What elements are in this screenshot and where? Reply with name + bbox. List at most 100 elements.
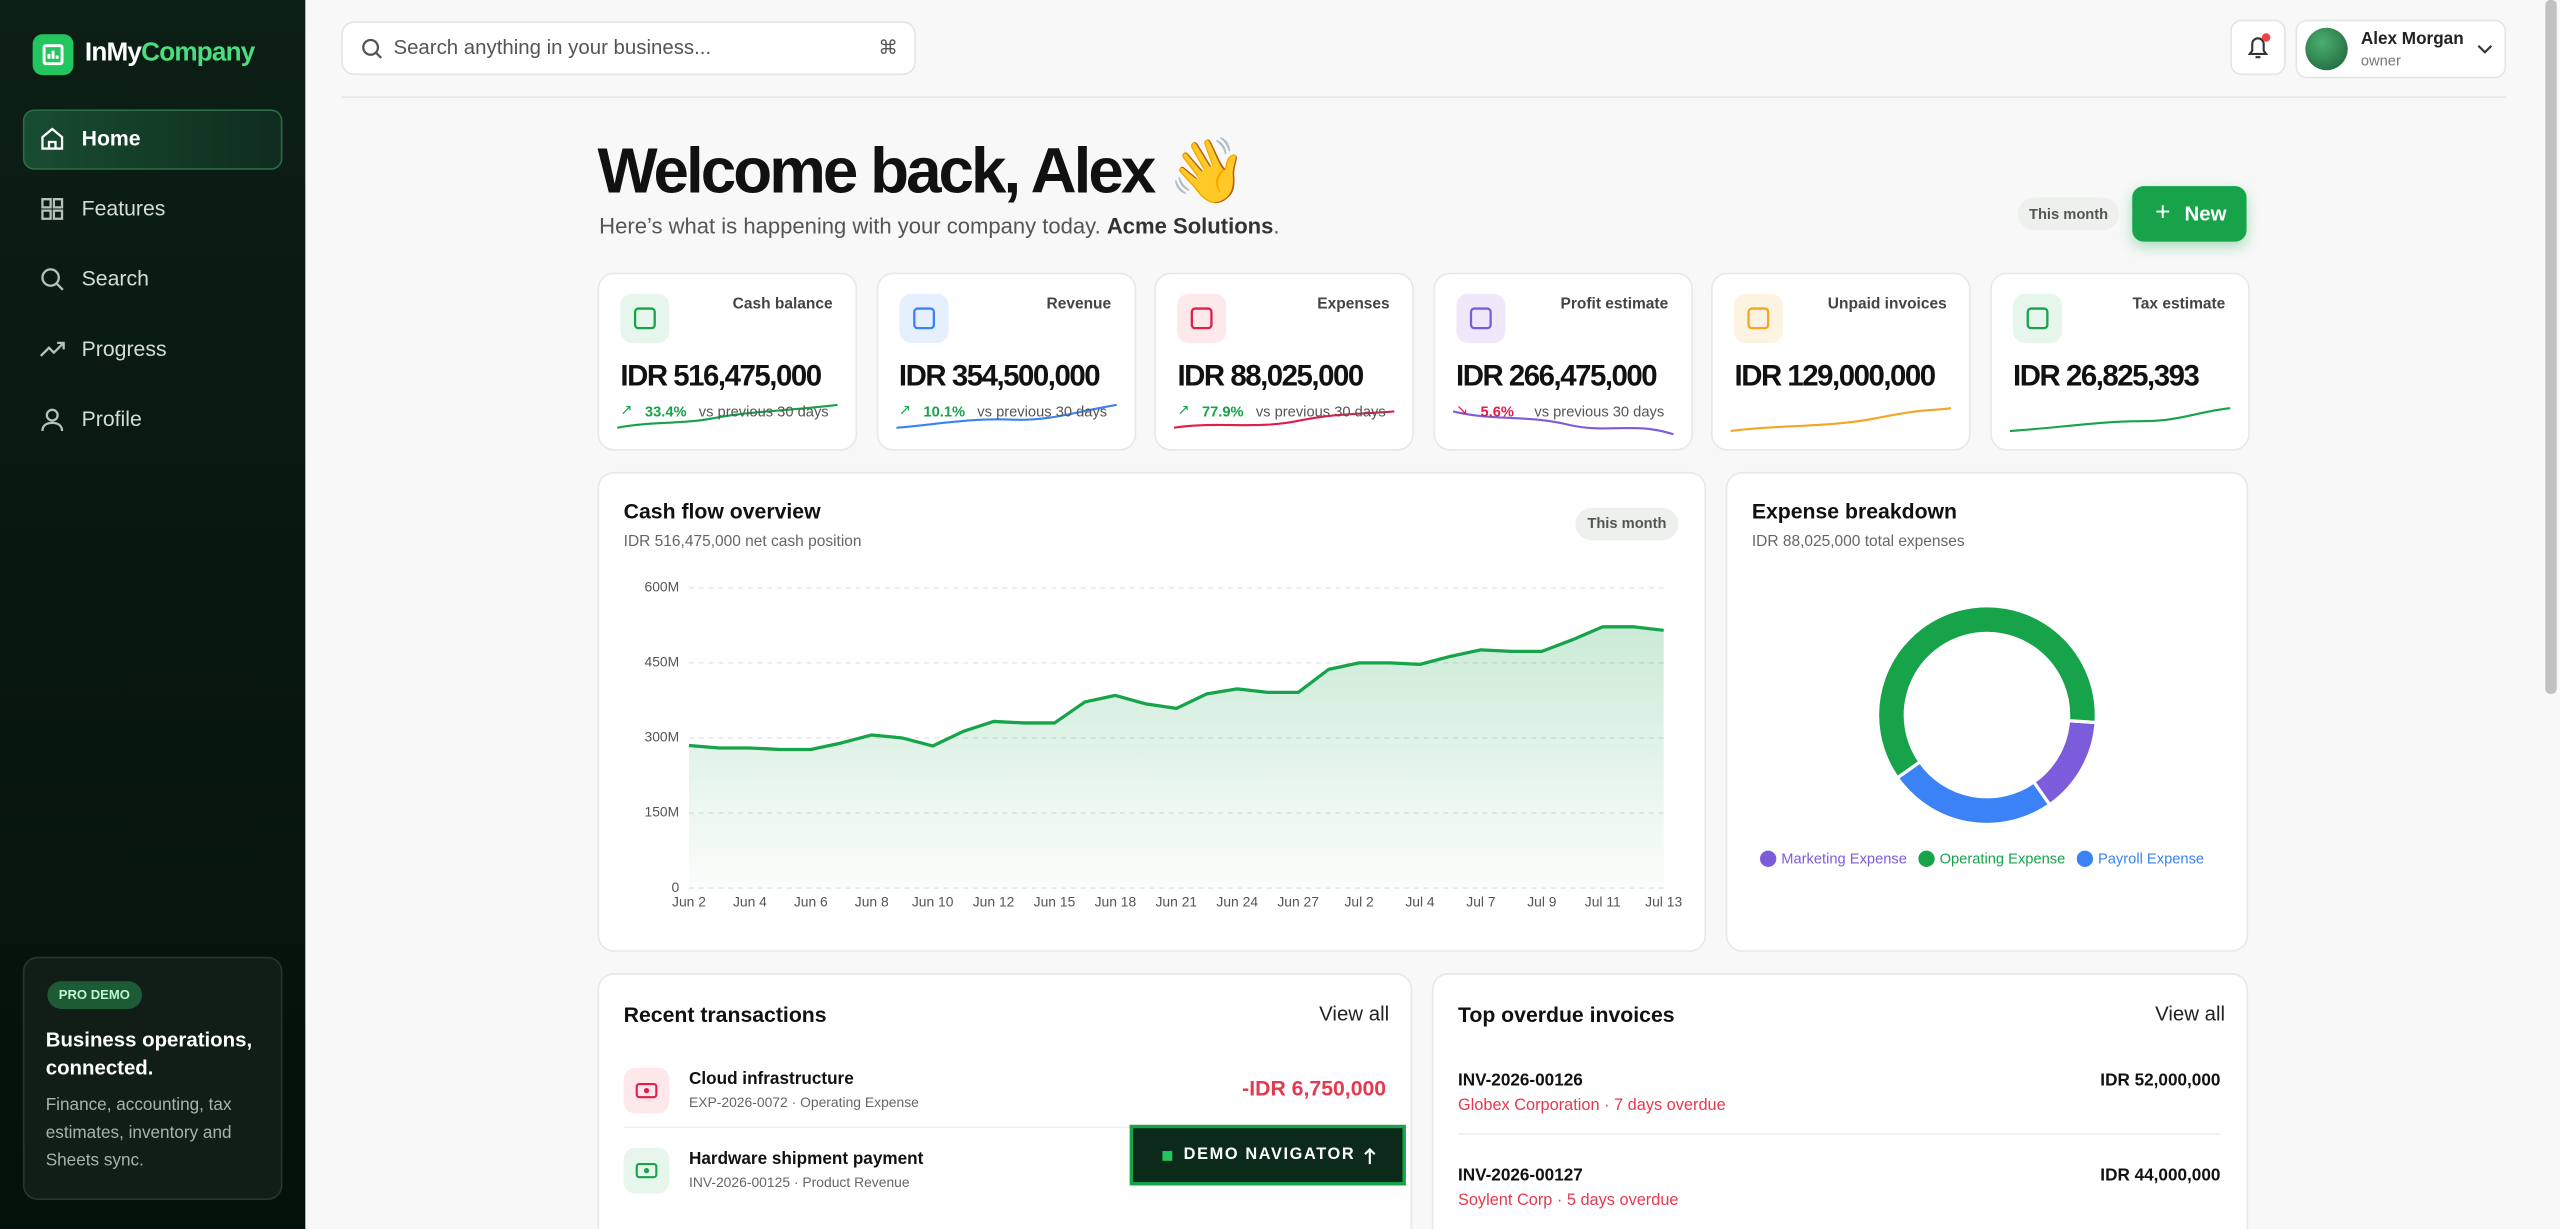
kpi-card: Cash balance IDR 516,475,000 ↗ 33.4% vs prev… [597,272,858,451]
legend-label: Operating Expense [1940,851,2066,867]
new-button[interactable]: + New [2132,186,2247,242]
kpi-icon [1734,293,1784,343]
avatar [2305,27,2348,71]
x-tick-label: Jun 24 [1216,894,1258,910]
view-all[interactable]: View all [1319,1002,1390,1026]
tx-icon [623,1067,670,1114]
trend-arrow: ↗ [620,401,633,418]
legend-dot [1759,850,1777,867]
nav-item[interactable]: Features [81,195,166,221]
invoice-client: Globex Corporation · 7 days overdue [1457,1097,1726,1116]
kpi-value: IDR 516,475,000 [620,359,822,392]
kpi-card: Expenses IDR 88,025,000 ↗ 77.9% vs previous … [1154,272,1415,451]
kpi-value: IDR 88,025,000 [1177,359,1364,392]
kpi-card: Tax estimate IDR 26,825,393 [1990,272,2250,451]
chart-badge: This month [1587,516,1666,532]
kpi-change: 33.4% [644,403,687,420]
logo-icon [32,34,74,76]
sparkline [2009,407,2231,433]
nav-icon [41,408,64,432]
welcome-title: Welcome back, Alex 👋 [597,137,1248,208]
kpi-icon [2013,293,2063,343]
divider [623,1126,1387,1129]
nav-item[interactable]: Search [81,266,149,291]
nav-icon [41,198,64,220]
arrow-up [1364,1147,1376,1165]
kpi-icon [898,293,948,343]
nav-item[interactable]: Profile [81,406,142,432]
x-tick-label: Jul 9 [1527,894,1557,910]
chart-subtitle: IDR 516,475,000 net cash position [624,533,862,550]
donut-slice [1895,759,2052,827]
user-menu[interactable]: Alex Morgan owner [2295,19,2507,79]
nav-icon [41,268,64,291]
kpi-icon [1455,293,1505,343]
divider [1457,1133,2221,1135]
x-tick-label: Jun 10 [912,894,954,910]
subtitle-text: Here’s what is happening with your compa… [599,213,1101,239]
sparkline [617,403,838,429]
tx-amount: -IDR 6,750,000 [1242,1075,1387,1101]
shortcut: ⌘ [878,35,898,59]
invoice-amount: IDR 52,000,000 [2100,1071,2221,1091]
kpi-note: vs previous 30 days [698,403,829,420]
kpi-value: IDR 129,000,000 [1734,359,1937,392]
sparkline [1174,410,1395,429]
tx-subtitle: INV-2026-00125 · Product Revenue [688,1173,910,1191]
nav-icon [40,341,65,357]
kpi-card: Revenue IDR 354,500,000 ↗ 10.1% vs previous … [876,272,1136,451]
user-role: owner [2360,52,2401,69]
legend-label: Marketing Expense [1781,851,1907,867]
kpi-value: IDR 354,500,000 [898,359,1101,392]
y-tick-label: 300M [645,729,680,745]
kpi-card: Unpaid invoices IDR 129,000,000 [1711,272,1972,451]
demo-navigator[interactable]: DEMO NAVIGATOR [1129,1124,1406,1186]
chart-title: Expense breakdown [1752,500,1957,523]
kpi-note: vs previous 30 days [977,403,1108,420]
tx-icon [623,1147,670,1194]
legend-label: Payroll Expense [2098,851,2204,867]
chart-title: Cash flow overview [624,500,821,523]
kpi-label: Tax estimate [2132,295,2226,314]
kpi-value: IDR 266,475,000 [1455,359,1658,392]
invoice-number: INV-2026-00127 [1457,1165,1583,1186]
legend-dot [1918,850,1935,867]
company: Acme Solutions [1106,213,1274,239]
notifications-button[interactable] [2230,19,2286,76]
demo-label: DEMO NAVIGATOR [1183,1146,1356,1165]
x-tick-label: Jul 13 [1645,894,1682,910]
nav-item[interactable]: Progress [81,336,167,361]
x-tick-label: Jun 8 [855,894,889,910]
user-name: Alex Morgan [2360,29,2464,49]
view-all[interactable]: View all [2155,1002,2226,1026]
y-tick-label: 150M [645,804,680,820]
kpi-icon [1177,293,1227,343]
x-tick-label: Jun 2 [672,894,706,910]
sparkline [1731,407,1952,433]
kpi-label: Cash balance [732,295,833,314]
logo-part: InMy [84,39,142,67]
badge-bg [1575,507,1679,541]
card-title: Top overdue invoices [1457,1002,1675,1027]
promo-badge: PRO DEMO [47,981,142,1009]
expense-card [1725,471,2249,952]
invoice-client: Soylent Corp · 5 days overdue [1457,1191,1679,1210]
kpi-icon [620,293,670,343]
area [688,626,1664,889]
search-icon [362,38,383,59]
chart-subtitle: IDR 88,025,000 total expenses [1752,533,1965,550]
kpi-change: 5.6% [1480,403,1514,420]
kpi-value: IDR 26,825,393 [2013,359,2200,392]
period-pill[interactable]: This month [2017,197,2120,231]
x-tick-label: Jun 15 [1034,894,1076,910]
x-tick-label: Jun 6 [794,894,828,910]
kpi-label: Profit estimate [1560,295,1669,314]
nav-active-bg [22,109,283,170]
nav-item[interactable]: Home [81,125,141,151]
nav-square [1162,1151,1173,1161]
search-box[interactable]: Search anything in your business... ⌘ [341,21,916,76]
trend-arrow: ↗ [898,401,912,418]
trend-arrow: ↘ [1455,401,1469,418]
x-tick-label: Jun 27 [1277,894,1319,910]
card-title: Recent transactions [623,1002,827,1027]
